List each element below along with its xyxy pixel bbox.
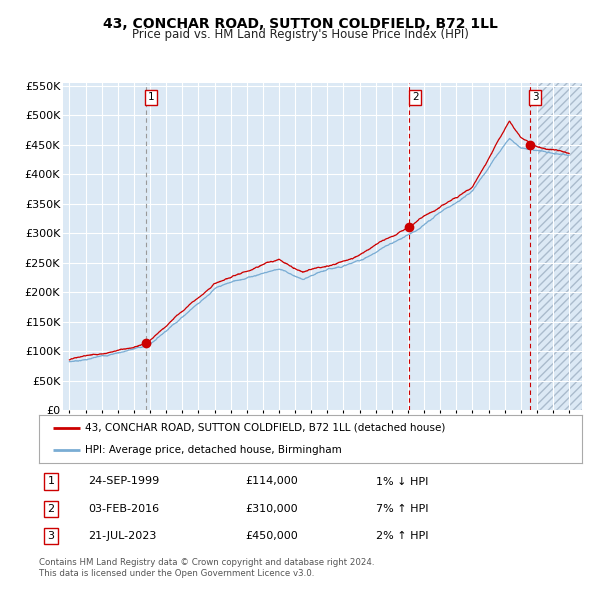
Text: 43, CONCHAR ROAD, SUTTON COLDFIELD, B72 1LL: 43, CONCHAR ROAD, SUTTON COLDFIELD, B72 … [103,17,497,31]
Text: 2: 2 [412,93,418,102]
Text: This data is licensed under the Open Government Licence v3.0.: This data is licensed under the Open Gov… [39,569,314,578]
Text: 1% ↓ HPI: 1% ↓ HPI [376,477,428,487]
Text: 24-SEP-1999: 24-SEP-1999 [88,477,159,487]
Text: 3: 3 [532,93,539,102]
Text: 43, CONCHAR ROAD, SUTTON COLDFIELD, B72 1LL (detached house): 43, CONCHAR ROAD, SUTTON COLDFIELD, B72 … [85,423,446,433]
Text: 21-JUL-2023: 21-JUL-2023 [88,531,156,541]
Text: £450,000: £450,000 [245,531,298,541]
Text: £310,000: £310,000 [245,504,298,514]
Text: 03-FEB-2016: 03-FEB-2016 [88,504,159,514]
Text: 2% ↑ HPI: 2% ↑ HPI [376,531,428,541]
Text: 1: 1 [148,93,155,102]
Text: 1: 1 [47,477,55,487]
Text: HPI: Average price, detached house, Birmingham: HPI: Average price, detached house, Birm… [85,445,342,455]
Text: 3: 3 [47,531,55,541]
Bar [537,77,582,413]
Text: £114,000: £114,000 [245,477,298,487]
Text: Contains HM Land Registry data © Crown copyright and database right 2024.: Contains HM Land Registry data © Crown c… [39,558,374,566]
Text: 7% ↑ HPI: 7% ↑ HPI [376,504,428,514]
Text: Price paid vs. HM Land Registry's House Price Index (HPI): Price paid vs. HM Land Registry's House … [131,28,469,41]
Text: 2: 2 [47,504,55,514]
